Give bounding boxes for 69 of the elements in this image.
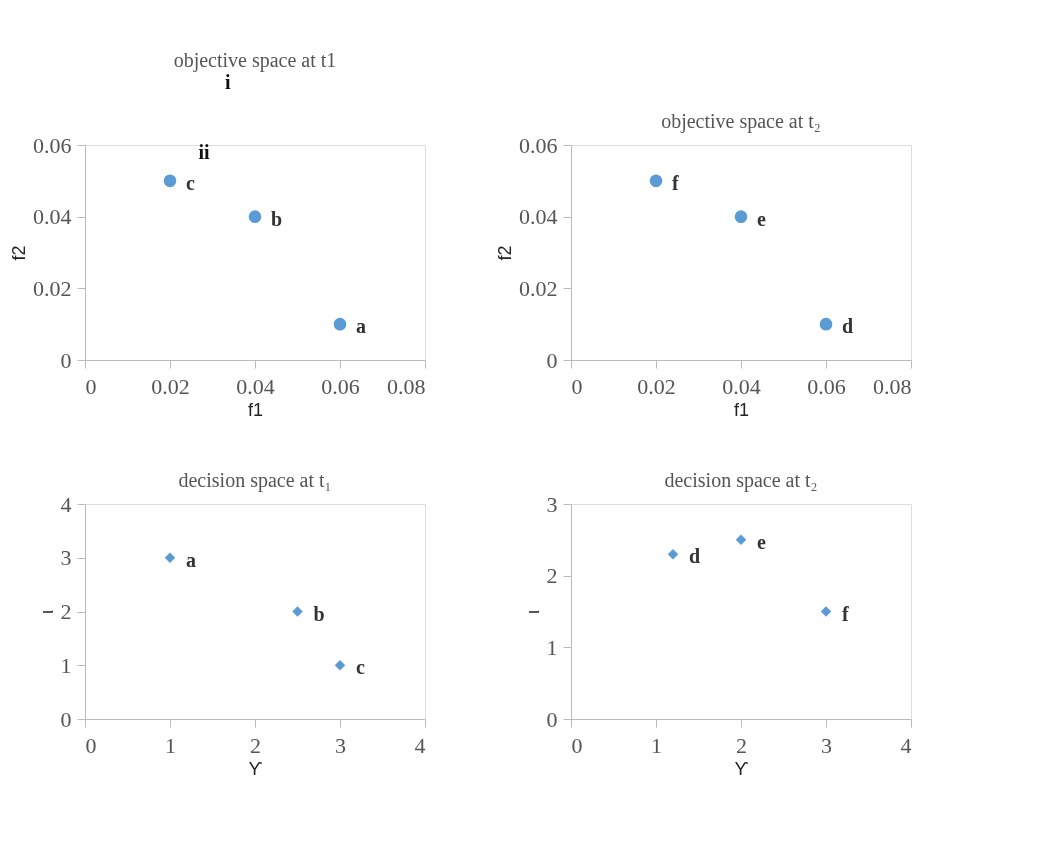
y-axis-title: ι [36, 610, 57, 614]
point [735, 534, 747, 546]
y-tick-label: 1 [546, 634, 558, 660]
x-tick-label: 0.08 [873, 373, 912, 399]
y-tick-label: 0 [546, 706, 558, 732]
y-tick-label: 0.06 [519, 132, 558, 158]
y-tick-label: 1 [60, 652, 72, 678]
y-axis-title: f2 [495, 245, 515, 261]
data-label: f [842, 602, 849, 625]
x-axis-title: f1 [247, 399, 264, 420]
y-tick-label: 4 [60, 491, 72, 517]
data-label: b [271, 207, 283, 230]
chart-title: decision space at t₁ [178, 469, 332, 492]
text: i [225, 71, 232, 93]
data-label: b [313, 602, 325, 625]
x-tick-label: 0.08 [387, 373, 426, 399]
point [820, 606, 832, 617]
y-tick-label: 0 [60, 347, 72, 373]
y-tick-label: 0.02 [519, 275, 558, 301]
annotation: ii [198, 141, 210, 163]
point [164, 552, 176, 563]
data-label: c [186, 171, 195, 194]
x-tick-label: 0 [85, 732, 97, 758]
point [334, 660, 346, 671]
x-tick-label: 0.02 [151, 373, 190, 399]
data-label: f [672, 171, 679, 194]
x-tick-label: 1 [165, 732, 176, 758]
data-label: e [757, 207, 766, 230]
y-tick-label: 0.06 [33, 132, 72, 158]
chart-title: objective space at t₂ [661, 110, 821, 133]
x-tick-label: 0.04 [236, 373, 275, 399]
x-tick-label: 4 [900, 732, 912, 758]
x-tick-label: 0 [85, 373, 97, 399]
x-tick-label: 0 [571, 373, 583, 399]
x-tick-label: 3 [821, 732, 832, 758]
x-axis-title: ϒ [248, 758, 263, 779]
data-label: e [757, 530, 766, 553]
data-label: a [356, 315, 366, 338]
x-tick-label: 0 [571, 732, 583, 758]
x-tick-label: 0.04 [722, 373, 761, 399]
x-tick-label: 1 [651, 732, 662, 758]
x-tick-label: 3 [335, 732, 346, 758]
y-tick-label: 0.04 [33, 204, 72, 230]
y-axis-title: ι [522, 610, 543, 614]
x-tick-label: 2 [250, 732, 261, 758]
x-tick-label: 0.02 [637, 373, 676, 399]
x-axis-title: ϒ [734, 758, 749, 779]
data-label: c [356, 656, 365, 679]
x-tick-label: 0.06 [807, 373, 846, 399]
x-tick-label: 2 [736, 732, 747, 758]
y-tick-label: 3 [60, 545, 72, 571]
y-tick-label: 2 [546, 563, 558, 589]
x-tick-label: 0.06 [321, 373, 360, 399]
x-axis-title: f1 [733, 399, 750, 420]
y-axis-title: f2 [9, 245, 29, 261]
y-tick-label: 0.04 [519, 204, 558, 230]
x-tick-label: 4 [414, 732, 426, 758]
y-tick-label: 3 [546, 491, 558, 517]
y-tick-label: 2 [60, 599, 72, 624]
data-label: d [689, 545, 701, 568]
chart-title: decision space at t₂ [664, 469, 818, 492]
y-tick-label: 0.02 [33, 275, 72, 301]
point [667, 548, 679, 560]
data-label: a [186, 548, 196, 571]
y-tick-label: 0 [546, 347, 558, 373]
point [292, 606, 303, 617]
chart-title: objective space at t1 [173, 49, 337, 72]
data-label: d [842, 315, 854, 338]
y-tick-label: 0 [60, 706, 72, 732]
